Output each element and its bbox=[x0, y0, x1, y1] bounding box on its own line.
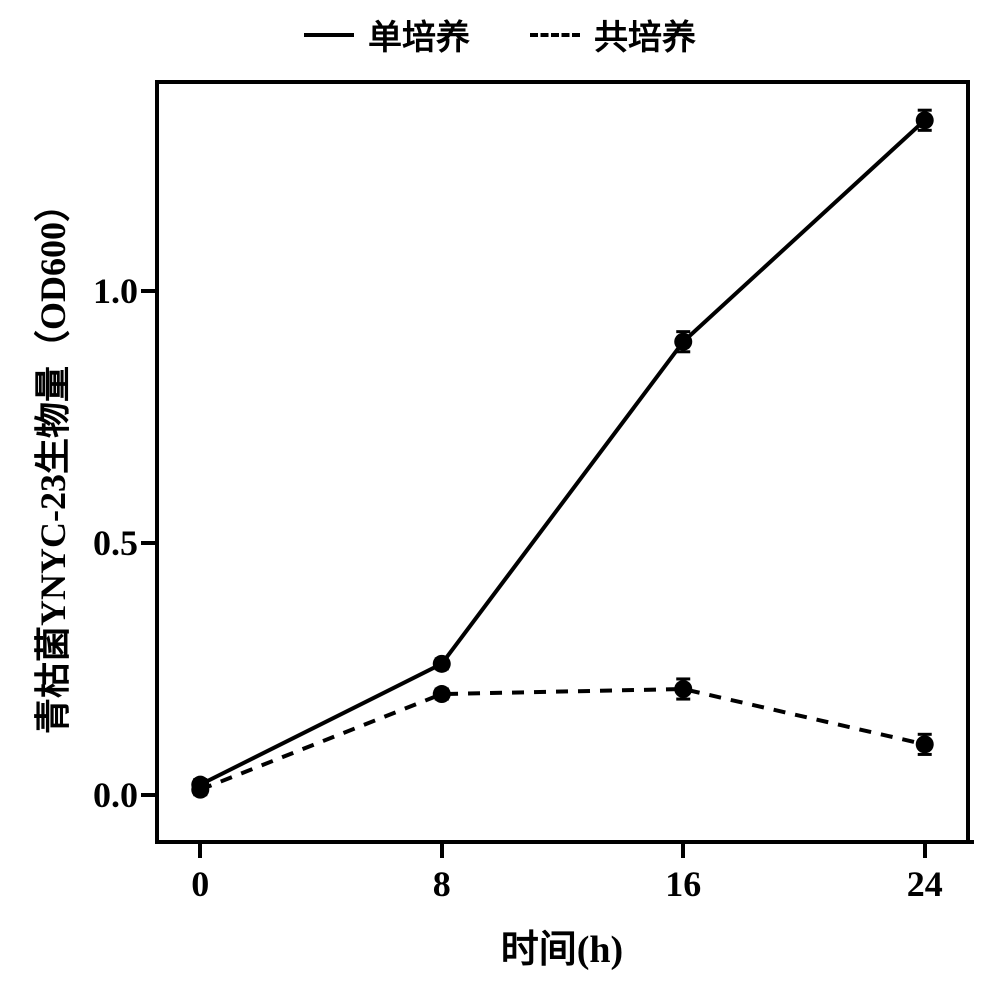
legend: 单培养 共培养 bbox=[0, 10, 1000, 59]
plot-svg bbox=[155, 80, 970, 840]
x-tick bbox=[440, 844, 444, 858]
y-tick-label: 0.0 bbox=[93, 774, 138, 816]
x-tick-label: 16 bbox=[665, 863, 701, 905]
data-marker bbox=[433, 685, 451, 703]
data-marker bbox=[191, 781, 209, 799]
legend-line-solid bbox=[304, 33, 354, 37]
x-tick-label: 0 bbox=[191, 863, 209, 905]
legend-label-dashed: 共培养 bbox=[594, 10, 696, 59]
series-line bbox=[200, 689, 924, 790]
legend-item-dashed: 共培养 bbox=[530, 10, 696, 59]
x-tick-label: 8 bbox=[433, 863, 451, 905]
data-marker bbox=[916, 111, 934, 129]
x-tick-label: 24 bbox=[907, 863, 943, 905]
y-tick bbox=[141, 793, 155, 797]
data-marker bbox=[674, 333, 692, 351]
y-tick-label: 0.5 bbox=[93, 522, 138, 564]
data-marker bbox=[674, 680, 692, 698]
x-axis-label: 时间(h) bbox=[501, 918, 623, 973]
y-tick-label: 1.0 bbox=[93, 270, 138, 312]
data-marker bbox=[433, 655, 451, 673]
data-marker bbox=[916, 735, 934, 753]
y-tick bbox=[141, 289, 155, 293]
legend-label-solid: 单培养 bbox=[368, 10, 470, 59]
legend-line-dashed bbox=[530, 33, 580, 37]
x-tick bbox=[923, 844, 927, 858]
x-tick bbox=[198, 844, 202, 858]
series-line bbox=[200, 120, 924, 784]
chart-container: 单培养 共培养 0.0 0.5 1.0 0 8 16 24 青枯菌YNYC-23生物量（O… bbox=[0, 0, 1000, 991]
x-axis bbox=[155, 840, 974, 844]
y-axis-label: 青枯菌YNYC-23生物量（OD600） bbox=[24, 186, 76, 734]
y-tick bbox=[141, 541, 155, 545]
legend-item-solid: 单培养 bbox=[304, 10, 470, 59]
x-tick bbox=[681, 844, 685, 858]
